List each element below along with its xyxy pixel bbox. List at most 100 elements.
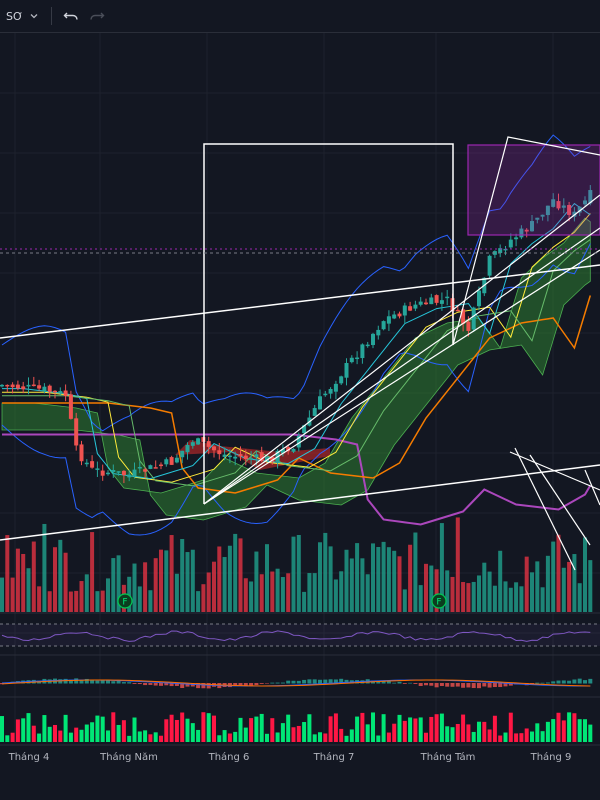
- volume-bar: [0, 577, 4, 612]
- volume-bar: [10, 577, 15, 612]
- macd-histogram-bar: [461, 683, 466, 688]
- volume-pane-bar: [5, 735, 10, 742]
- macd-histogram-bar: [63, 678, 68, 684]
- volume-pane-bar: [190, 723, 195, 742]
- candle-body: [577, 206, 582, 213]
- volume-bar: [153, 558, 158, 612]
- volume-bar: [174, 573, 179, 612]
- candle-body: [79, 444, 84, 462]
- volume-pane-bar: [58, 730, 63, 742]
- volume-pane-bar: [413, 718, 418, 742]
- candle-body: [545, 205, 550, 216]
- candle-body: [196, 438, 201, 445]
- volume-bar: [148, 590, 153, 612]
- volume-pane-bar: [455, 723, 460, 742]
- candle-body: [381, 321, 386, 330]
- volume-bar: [196, 591, 201, 612]
- candle-body: [572, 211, 577, 217]
- volume-pane-bar: [42, 715, 47, 742]
- macd-histogram-bar: [455, 683, 460, 687]
- ema-orange: [2, 295, 592, 494]
- macd-histogram-bar: [503, 683, 508, 687]
- volume-bar: [286, 573, 291, 612]
- volume-bar: [307, 573, 312, 612]
- volume-bar: [402, 589, 407, 612]
- candle-body: [10, 384, 15, 388]
- macd-histogram-bar: [508, 683, 513, 686]
- candle-body: [508, 239, 513, 248]
- volume-pane-bar: [159, 735, 163, 742]
- volume-bar: [249, 581, 254, 612]
- volume-pane-bar: [445, 726, 450, 742]
- volume-bar: [212, 561, 216, 612]
- volume-pane-bar: [588, 724, 593, 742]
- candle-body: [349, 357, 354, 363]
- candle-body: [339, 376, 344, 384]
- toolbar-divider: [51, 7, 53, 25]
- volume-pane-bar: [111, 712, 116, 742]
- candle-body: [84, 462, 89, 465]
- volume-bar: [323, 532, 328, 612]
- macd-histogram-bar: [153, 683, 158, 686]
- volume-pane-bar: [492, 715, 497, 742]
- candle-body: [127, 474, 132, 478]
- volume-bar: [137, 586, 142, 612]
- candle-body: [291, 448, 296, 452]
- candle-body: [514, 237, 519, 240]
- volume-bar: [551, 541, 556, 612]
- trendline-lower: [0, 464, 600, 541]
- volume-bar: [349, 558, 354, 612]
- macd-histogram-bar: [588, 678, 593, 684]
- volume-pane-bar: [275, 732, 280, 742]
- volume-pane-bar: [127, 735, 132, 742]
- candle-body: [567, 204, 572, 215]
- candle-body: [471, 307, 476, 330]
- macd-histogram-bar: [397, 681, 402, 684]
- volume-pane-bar: [339, 728, 344, 742]
- volume-bar: [487, 571, 492, 612]
- volume-pane-bar: [222, 730, 227, 742]
- candle-body: [429, 297, 434, 305]
- volume-bar: [74, 590, 79, 612]
- candle-body: [365, 344, 370, 347]
- volume-bar: [503, 581, 508, 612]
- redo-button[interactable]: [84, 4, 110, 28]
- macd-histogram-bar: [79, 679, 84, 684]
- undo-button[interactable]: [58, 4, 84, 28]
- time-axis-label: Tháng Tám: [420, 751, 476, 763]
- macd-signal-line: [1, 679, 591, 687]
- timeframe-selector[interactable]: SƠ: [0, 4, 45, 28]
- macd-histogram-bar: [127, 682, 132, 684]
- macd-histogram-bar: [376, 681, 381, 684]
- macd-histogram-bar: [90, 679, 95, 684]
- volume-pane-bar: [392, 723, 397, 742]
- volume-bar: [556, 534, 561, 612]
- volume-bar: [222, 557, 227, 612]
- volume-pane-bar: [434, 714, 439, 742]
- volume-pane-bar: [153, 732, 158, 742]
- trendline-fan-3: [203, 194, 600, 505]
- volume-pane-bar: [296, 725, 301, 742]
- macd-histogram-bar: [296, 680, 301, 684]
- volume-pane-bar: [95, 715, 100, 742]
- volume-pane-bar: [265, 733, 269, 742]
- ma-green: [2, 239, 591, 487]
- candle-body: [434, 295, 439, 303]
- volume-bar: [365, 574, 370, 612]
- volume-pane-bar: [31, 725, 36, 742]
- volume-bar: [169, 535, 174, 612]
- candle-body: [286, 447, 291, 452]
- macd-histogram-bar: [434, 683, 439, 688]
- volume-pane-bar: [280, 723, 285, 742]
- volume-bar: [132, 563, 137, 612]
- volume-pane-bar: [302, 722, 307, 742]
- macd-histogram-bar: [381, 681, 386, 684]
- volume-pane-bar: [567, 712, 572, 742]
- volume-pane-bar: [535, 723, 540, 742]
- volume-bar: [376, 546, 381, 612]
- candle-body: [487, 255, 492, 276]
- volume-pane-bar: [461, 714, 466, 742]
- volume-pane-bar: [408, 717, 413, 742]
- candle-body: [371, 333, 375, 346]
